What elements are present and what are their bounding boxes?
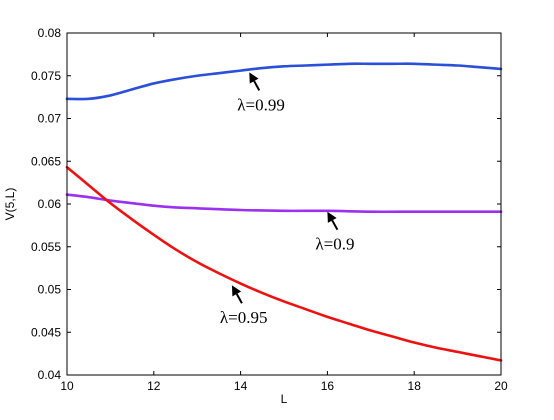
annotation-arrow-shaft — [235, 293, 243, 304]
annotation-label: λ=0.99 — [237, 95, 285, 114]
x-tick-label: 10 — [60, 379, 74, 393]
y-tick-label: 0.08 — [38, 26, 62, 40]
x-tick-label: 18 — [408, 379, 422, 393]
annotation-arrow-shaft — [253, 80, 261, 91]
x-tick-label: 14 — [234, 379, 248, 393]
y-tick-label: 0.04 — [38, 368, 62, 382]
series-line-2 — [65, 165, 503, 362]
y-tick-label: 0.07 — [38, 112, 62, 126]
series-line-1 — [65, 193, 503, 214]
y-tick-label: 0.06 — [38, 197, 62, 211]
annotation-arrow-head — [327, 211, 337, 223]
x-axis-label: L — [281, 392, 288, 406]
annotation-arrow-head — [231, 285, 242, 297]
series-line-0 — [65, 62, 503, 101]
y-tick-label: 0.05 — [38, 283, 62, 297]
y-tick-label: 0.075 — [31, 69, 61, 83]
x-tick-label: 16 — [321, 379, 335, 393]
annotation-label: λ=0.95 — [220, 308, 268, 327]
annotation-label: λ=0.9 — [315, 235, 354, 254]
annotation-arrow-shaft — [331, 219, 339, 231]
y-tick-label: 0.045 — [31, 325, 61, 339]
y-axis-label: V(5,L) — [3, 188, 17, 221]
y-tick-label: 0.065 — [31, 154, 61, 168]
x-tick-label: 20 — [494, 379, 508, 393]
y-tick-label: 0.055 — [31, 240, 61, 254]
x-tick-label: 12 — [147, 379, 161, 393]
annotation-arrow-head — [249, 72, 259, 84]
